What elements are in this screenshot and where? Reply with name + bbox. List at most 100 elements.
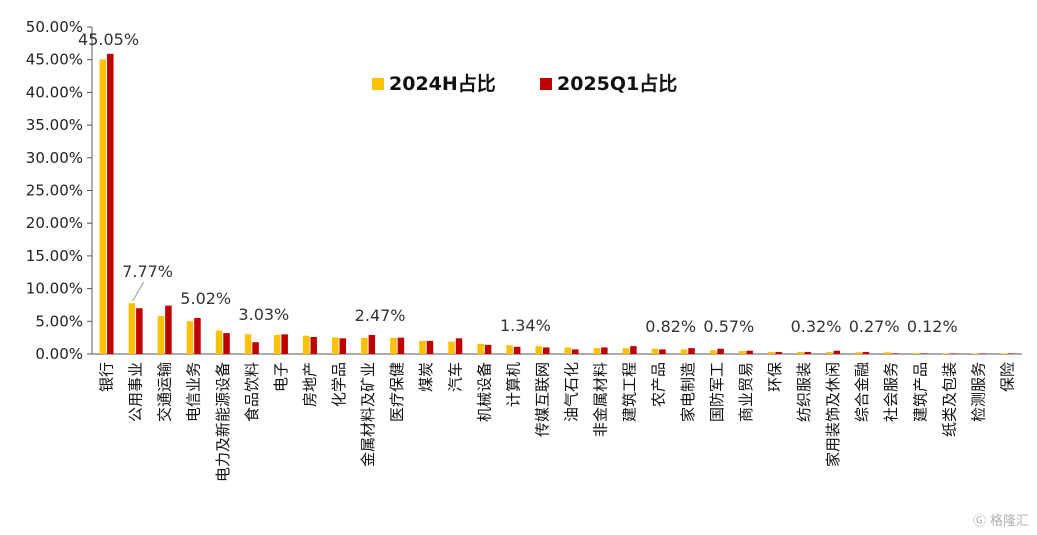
legend-label: 2025Q1占比 bbox=[557, 72, 677, 95]
y-tick-label: 45.00% bbox=[26, 51, 83, 69]
bar-2024h bbox=[535, 346, 542, 354]
category-label: 机械设备 bbox=[475, 362, 493, 422]
data-label: 0.27% bbox=[849, 317, 900, 336]
bar-2025q1 bbox=[513, 346, 521, 354]
category-label: 保险 bbox=[998, 362, 1016, 392]
category-label: 综合金融 bbox=[853, 362, 871, 422]
bar-2024h bbox=[913, 353, 920, 354]
y-tick-label: 50.00% bbox=[26, 18, 83, 36]
bar-2025q1 bbox=[891, 353, 899, 354]
category-label: 农产品 bbox=[650, 362, 668, 407]
bar-2024h bbox=[1000, 353, 1007, 354]
bar-2025q1 bbox=[601, 347, 608, 354]
category-label: 电信业务 bbox=[185, 362, 203, 422]
bar-2025q1 bbox=[426, 340, 434, 354]
y-tick-label: 35.00% bbox=[26, 116, 83, 134]
legend-swatch bbox=[540, 78, 552, 90]
bar-2025q1 bbox=[252, 342, 259, 354]
data-label: 0.57% bbox=[703, 317, 754, 336]
bar-2024h bbox=[215, 330, 223, 354]
category-label: 纸类及包装 bbox=[940, 362, 958, 437]
data-label: 0.32% bbox=[791, 317, 842, 336]
y-tick-label: 25.00% bbox=[26, 182, 83, 200]
category-label: 检测服务 bbox=[969, 362, 987, 422]
bar-2025q1 bbox=[136, 308, 143, 354]
category-label: 传媒互联网 bbox=[533, 362, 551, 437]
category-label: 银行 bbox=[98, 362, 116, 392]
bar-2024h bbox=[942, 353, 949, 354]
bar-2024h bbox=[186, 321, 194, 354]
category-label: 非金属材料 bbox=[592, 362, 610, 437]
bar-2024h bbox=[361, 337, 368, 354]
category-label: 纺织服装 bbox=[795, 362, 813, 422]
bar-2025q1 bbox=[194, 318, 201, 354]
bar-2024h bbox=[332, 337, 339, 354]
bar-2024h bbox=[593, 348, 601, 354]
category-label: 国防军工 bbox=[708, 362, 726, 422]
bar-2025q1 bbox=[572, 349, 579, 354]
bar-2025q1 bbox=[484, 344, 492, 354]
bar-2025q1 bbox=[223, 333, 230, 354]
y-tick-label: 40.00% bbox=[26, 83, 83, 101]
category-label: 化学品 bbox=[330, 362, 348, 407]
legend-label: 2024H占比 bbox=[389, 72, 496, 95]
bar-2025q1 bbox=[862, 352, 870, 354]
bar-2025q1 bbox=[281, 334, 288, 354]
bar-2024h bbox=[564, 347, 572, 354]
bar-2025q1 bbox=[949, 353, 957, 354]
watermark-icon: Ⓖ bbox=[972, 514, 986, 529]
bar-2025q1 bbox=[630, 346, 637, 354]
bar-2025q1 bbox=[746, 350, 753, 354]
bar-2025q1 bbox=[659, 349, 666, 354]
bar-2024h bbox=[157, 316, 165, 354]
category-label: 建筑产品 bbox=[911, 362, 929, 422]
y-tick-label: 5.00% bbox=[35, 312, 83, 330]
data-label: 45.05% bbox=[78, 30, 139, 49]
bar-2024h bbox=[855, 352, 862, 354]
y-tick-label: 20.00% bbox=[26, 214, 83, 232]
category-label: 医疗保健 bbox=[388, 362, 406, 422]
bar-2024h bbox=[767, 351, 775, 354]
bar-2024h bbox=[273, 335, 281, 354]
data-label: 2.47% bbox=[355, 306, 406, 325]
bar-2024h bbox=[506, 345, 513, 354]
data-label: 0.82% bbox=[645, 317, 696, 336]
bar-2024h bbox=[244, 334, 252, 354]
bar-2024h bbox=[99, 59, 107, 355]
y-tick-label: 15.00% bbox=[26, 247, 83, 265]
bar-2025q1 bbox=[920, 353, 928, 354]
bar-2024h bbox=[797, 351, 804, 354]
bar-2024h bbox=[971, 353, 978, 354]
bar-2025q1 bbox=[833, 350, 841, 354]
bar-2024h bbox=[680, 349, 688, 354]
category-label: 油气石化 bbox=[563, 362, 581, 422]
data-label-leader bbox=[132, 281, 145, 302]
data-label: 7.77% bbox=[122, 262, 173, 281]
category-label: 计算机 bbox=[504, 362, 522, 407]
bar-2024h bbox=[709, 350, 717, 354]
data-label: 3.03% bbox=[238, 305, 289, 324]
y-tick-label: 10.00% bbox=[26, 280, 83, 298]
watermark-text: 格隆汇 bbox=[989, 514, 1029, 529]
bar-2025q1 bbox=[455, 338, 463, 354]
data-label: 1.34% bbox=[500, 316, 551, 335]
y-tick-label: 0.00% bbox=[35, 345, 83, 363]
bar-2025q1 bbox=[688, 348, 695, 354]
bar-2025q1 bbox=[107, 53, 114, 355]
bar-2024h bbox=[419, 340, 426, 354]
category-label: 公用事业 bbox=[127, 362, 145, 422]
category-label: 家用装饰及休闲 bbox=[824, 362, 842, 467]
legend-swatch bbox=[372, 78, 384, 90]
bar-2025q1 bbox=[717, 348, 724, 354]
bar-2025q1 bbox=[310, 336, 317, 354]
y-tick-label: 30.00% bbox=[26, 149, 83, 167]
bar-2025q1 bbox=[1007, 353, 1015, 354]
bar-2025q1 bbox=[368, 335, 376, 354]
data-label: 0.12% bbox=[907, 317, 958, 336]
bar-2024h bbox=[738, 351, 746, 354]
category-label: 汽车 bbox=[446, 362, 464, 392]
bar-2025q1 bbox=[978, 353, 986, 354]
bar-2024h bbox=[826, 352, 833, 354]
bar-2024h bbox=[651, 348, 659, 354]
